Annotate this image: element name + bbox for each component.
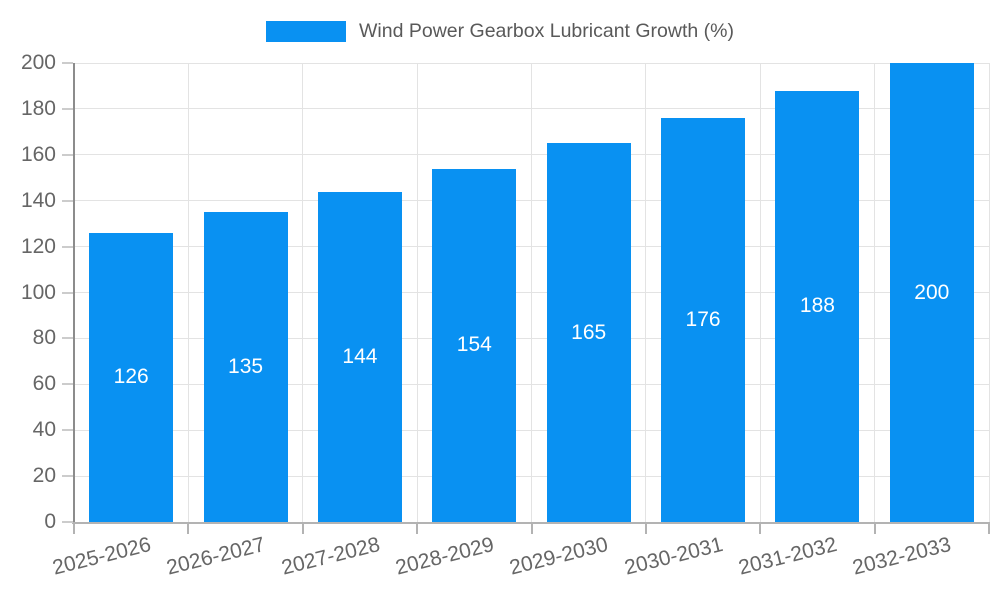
v-gridline: [988, 63, 990, 522]
x-tick: [988, 524, 990, 534]
x-tick-label: 2032-2033: [850, 532, 954, 580]
y-tick: [62, 429, 73, 432]
y-tick: [62, 153, 73, 156]
y-tick: [62, 245, 73, 248]
legend-swatch: [266, 20, 346, 42]
bar-2030-2031: [661, 118, 746, 522]
v-gridline: [645, 63, 647, 522]
x-tick-label: 2029-2030: [507, 532, 611, 580]
bar-2032-2033: [889, 63, 974, 522]
x-tick: [530, 524, 533, 534]
v-gridline: [759, 63, 761, 522]
y-tick-label: 60: [32, 372, 56, 396]
v-gridline: [302, 63, 304, 522]
y-tick: [62, 383, 73, 386]
x-axis-line: [72, 522, 990, 524]
x-tick: [873, 524, 876, 534]
y-tick-label: 200: [20, 51, 56, 74]
y-tick: [62, 107, 73, 110]
bar-2027-2028: [317, 191, 402, 522]
bar-value-label: 154: [456, 333, 492, 357]
bar-value-label: 144: [342, 344, 378, 368]
bar-value-label: 126: [113, 365, 149, 389]
x-tick: [187, 524, 190, 534]
y-tick-label: 180: [20, 96, 56, 120]
bar-value-label: 135: [228, 355, 264, 379]
bar-2025-2026: [89, 232, 174, 522]
y-tick-label: 20: [32, 464, 56, 488]
y-tick: [62, 337, 73, 340]
y-tick: [62, 62, 73, 64]
bar-2028-2029: [432, 168, 517, 522]
y-tick: [62, 521, 73, 523]
bar-value-label: 200: [914, 280, 950, 304]
x-tick: [759, 524, 762, 534]
x-tick: [644, 524, 647, 534]
y-tick-label: 80: [32, 326, 56, 350]
x-tick-label: 2025-2026: [49, 532, 153, 580]
y-tick-label: 100: [20, 280, 56, 304]
y-tick: [62, 475, 73, 478]
y-tick-label: 40: [32, 418, 56, 442]
y-tick-label: 120: [20, 234, 56, 258]
y-axis-line: [72, 63, 75, 524]
bar-value-label: 188: [799, 294, 835, 318]
x-tick-label: 2028-2029: [393, 532, 497, 580]
bar-value-label: 176: [685, 308, 721, 332]
x-tick-label: 2030-2031: [621, 532, 725, 580]
y-tick-label: 140: [20, 188, 56, 212]
x-tick-label: 2026-2027: [164, 532, 268, 580]
y-tick-label: 0: [44, 510, 56, 533]
y-tick-label: 160: [20, 142, 56, 166]
bar-2026-2027: [203, 212, 288, 522]
y-tick: [62, 199, 73, 202]
chart-legend: Wind Power Gearbox Lubricant Growth (%): [0, 19, 1000, 43]
bar-2029-2030: [546, 143, 631, 522]
v-gridline: [874, 63, 876, 522]
x-tick: [73, 524, 75, 534]
y-tick: [62, 291, 73, 294]
x-tick-label: 2031-2032: [736, 532, 840, 580]
bar-2031-2032: [775, 90, 860, 522]
v-gridline: [187, 63, 189, 522]
x-tick-label: 2027-2028: [278, 532, 382, 580]
bar-value-label: 165: [571, 320, 607, 344]
x-tick: [416, 524, 419, 534]
v-gridline: [531, 63, 532, 522]
x-tick: [301, 524, 304, 534]
v-gridline: [416, 63, 418, 522]
chart-title: Wind Power Gearbox Lubricant Growth (%): [359, 19, 734, 42]
